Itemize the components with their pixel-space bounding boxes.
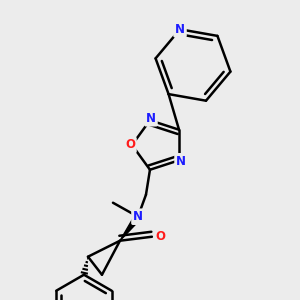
Text: O: O [125, 139, 135, 152]
Text: N: N [176, 155, 186, 168]
Text: N: N [146, 112, 156, 125]
Polygon shape [120, 214, 141, 241]
Text: O: O [155, 230, 165, 243]
Text: N: N [133, 210, 143, 223]
Text: N: N [175, 23, 185, 36]
